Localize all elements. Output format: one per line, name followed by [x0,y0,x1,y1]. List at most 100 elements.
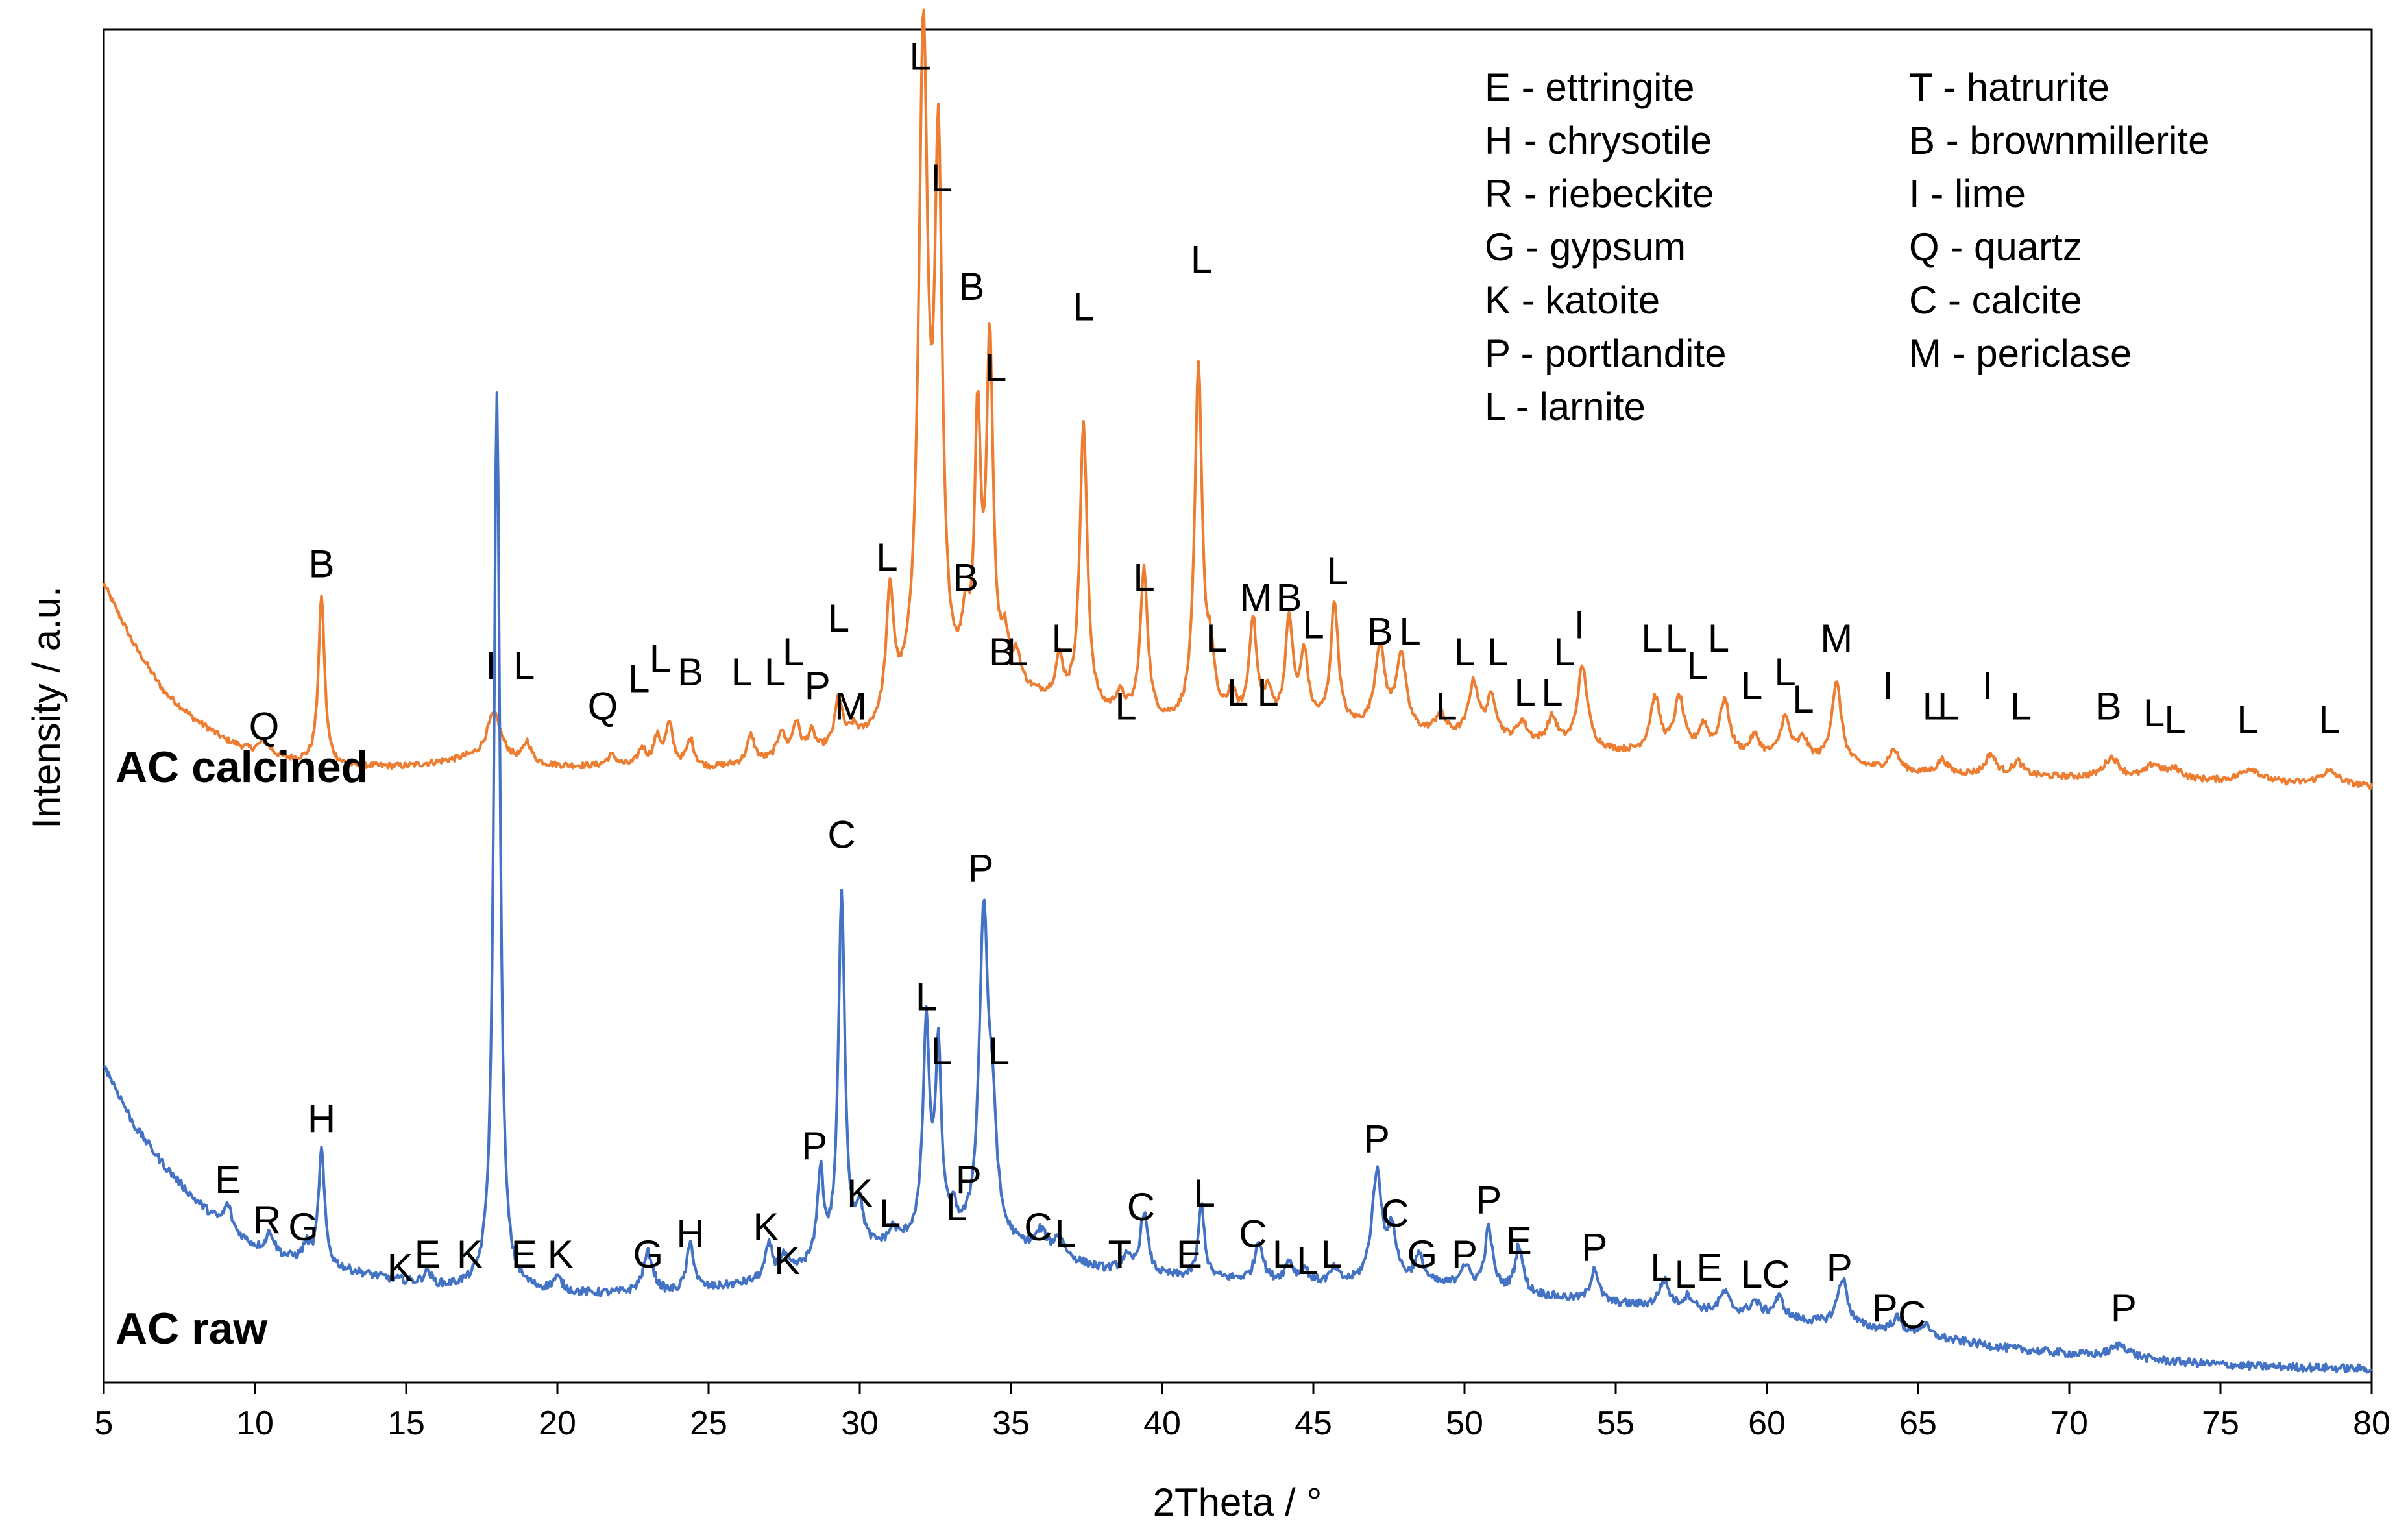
peak-label: C [1127,1185,1155,1229]
peak-label: L [1938,684,1959,728]
legend-entry: P - portlandite [1485,332,1726,375]
peak-label: L [764,650,786,694]
peak-label: L [513,644,535,687]
peak-label: L [1641,617,1662,660]
series-label-ac-calcined: AC calcined [116,743,368,792]
x-tick-label: 65 [1899,1405,1937,1442]
peak-label: H [308,1097,335,1140]
peak-label: I [485,644,496,687]
peak-label: G [633,1233,663,1276]
peak-label: P [2111,1286,2137,1330]
peak-label: L [1006,630,1028,674]
x-tick-label: 75 [2202,1405,2239,1442]
peak-label: L [1741,1253,1762,1296]
peak-label: L [1257,671,1278,715]
peak-label: K [847,1172,873,1215]
peak-label: L [910,35,931,79]
peak-label: P [1364,1118,1390,1161]
peak-label: M [834,684,867,728]
peak-label: L [828,596,849,640]
peak-label: E [511,1233,537,1276]
peak-label: L [2237,698,2258,741]
peak-label: L [783,630,804,674]
peak-label: H [676,1212,704,1256]
peak-label: G [288,1205,319,1249]
legend-entry: R - riebeckite [1485,172,1714,215]
peak-label: Q [249,705,280,748]
peak-label: L [1435,684,1457,728]
legend-entry: C - calcite [1909,278,2082,322]
peak-label: L [1650,1246,1672,1290]
peak-label: I [1882,664,1893,707]
peak-label: L [1675,1253,1696,1296]
peak-label: M [1240,576,1272,620]
peak-label: L [1191,238,1212,281]
peak-label: L [1666,617,1687,660]
legend-entry: E - ettringite [1485,66,1694,109]
x-tick-label: 45 [1295,1405,1332,1442]
peak-label: M [1820,617,1853,660]
peak-label: L [1296,1239,1318,1283]
peak-label: L [2010,684,2032,728]
peak-label: P [1452,1233,1478,1276]
peak-label: P [1872,1286,1898,1330]
peak-label: L [1399,610,1420,654]
peak-label: L [628,657,650,701]
legend-entry: M - periclase [1909,332,2132,375]
legend-entry: L - larnite [1485,385,1646,428]
peak-label: L [1052,617,1073,660]
peak-label: P [805,664,831,707]
x-tick-label: 25 [690,1405,727,1442]
peak-label: L [2143,691,2165,735]
peak-label: L [1054,1212,1076,1256]
x-tick-label: 15 [387,1405,425,1442]
peak-label: B [1276,576,1302,620]
peak-label: C [827,813,855,856]
peak-label: E [1696,1246,1722,1290]
peak-label: C [1762,1253,1790,1296]
plot-frame [103,28,2373,1384]
series-ac-raw-line [103,391,2372,1374]
peak-label: E [415,1233,441,1276]
peak-label: R [253,1199,281,1242]
peak-label: L [876,535,897,579]
peak-label: C [1898,1294,1926,1337]
legend-entry: T - hatrurite [1909,66,2110,109]
peak-label: L [1708,617,1729,660]
peak-label: L [879,1192,901,1235]
series-ac-calcined-line [102,8,2374,790]
peak-label: L [1272,1233,1294,1276]
peak-label: P [1476,1178,1502,1222]
peak-label: L [1302,603,1324,646]
peak-label: L [650,637,671,680]
peak-label: L [930,1029,952,1073]
peak-label: I [1574,603,1585,646]
peak-label: C [1239,1212,1267,1256]
peak-label: L [1541,671,1563,715]
x-tick-label: 30 [841,1405,879,1442]
peak-label: K [774,1239,800,1283]
x-tick-label: 10 [236,1405,274,1442]
peak-label: L [988,1029,1010,1073]
y-axis-title: Intensity / a.u. [25,586,68,829]
legend-entry: G - gypsum [1485,225,1686,269]
peak-label: B [958,265,984,308]
peak-label: L [916,976,937,1019]
peak-label: B [953,556,979,599]
peak-label: C [1381,1192,1409,1235]
peak-label: L [1741,664,1762,707]
legend-entry: H - chrysotile [1485,119,1712,162]
peak-label: E [1176,1233,1202,1276]
peak-label: P [967,847,993,890]
x-tick-label: 70 [2050,1405,2088,1442]
x-tick-label: 40 [1143,1405,1181,1442]
peak-label: L [2318,698,2340,741]
series-label-ac-raw: AC raw [116,1304,268,1353]
peak-label: K [548,1233,574,1276]
x-tick-label: 5 [95,1405,114,1442]
peak-label: B [308,542,334,585]
peak-label: L [1227,671,1248,715]
legend-entry: B - brownmillerite [1909,119,2209,162]
x-tick-label: 35 [992,1405,1030,1442]
